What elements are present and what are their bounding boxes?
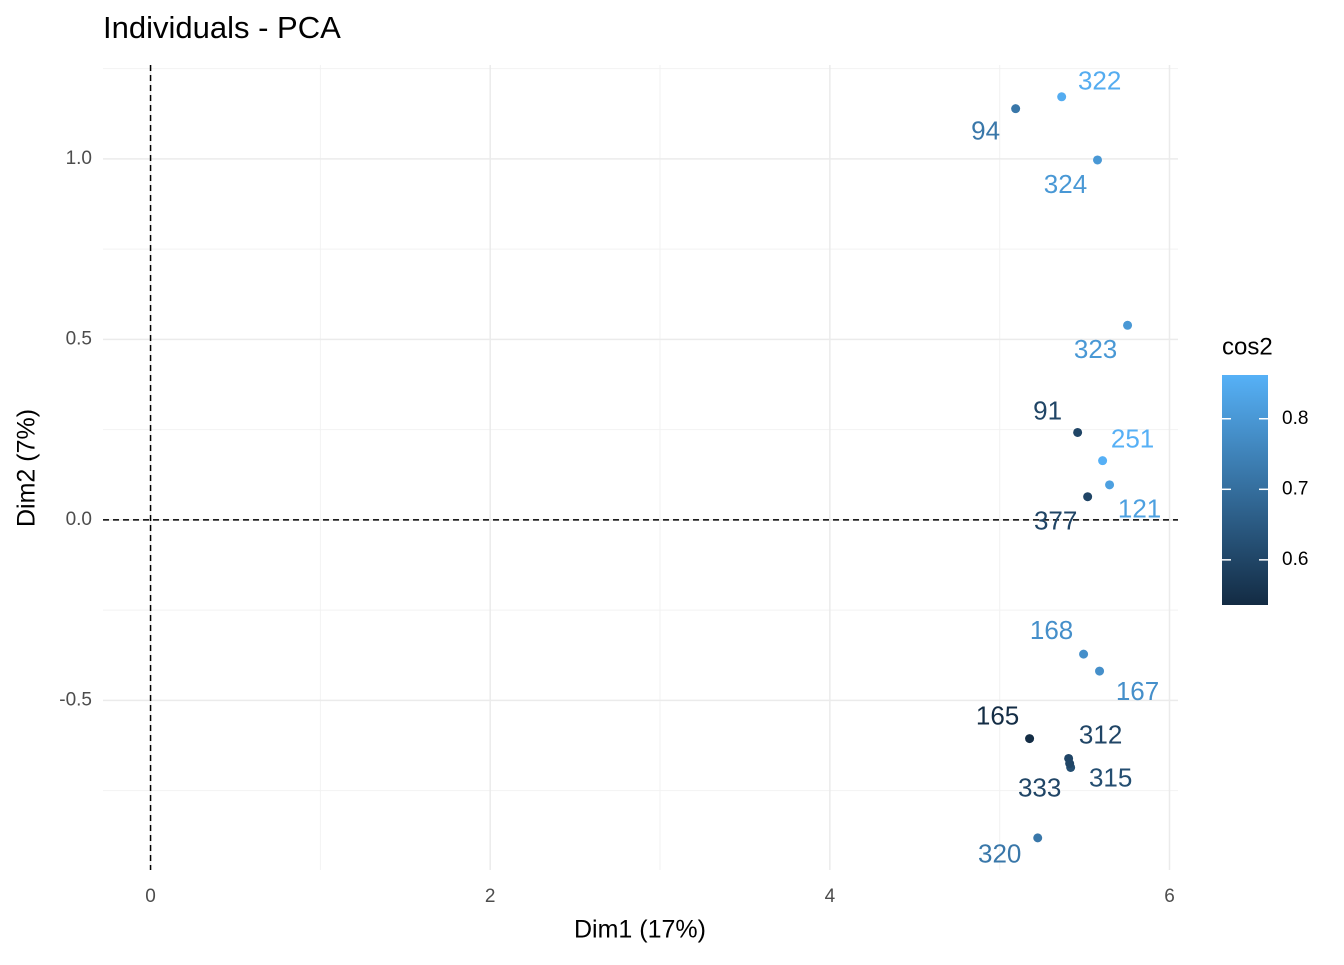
y-tick-label: 0.0	[66, 509, 92, 530]
point-label: 251	[1111, 424, 1154, 454]
legend-tick-label: 0.7	[1282, 478, 1308, 499]
point	[1095, 666, 1105, 676]
y-tick-label: 1.0	[66, 148, 92, 169]
y-axis-title: Dim2 (7%)	[13, 409, 41, 527]
point-label: 333	[1018, 772, 1061, 802]
chart-title: Individuals - PCA	[103, 10, 341, 45]
point	[1065, 759, 1075, 769]
point	[1123, 320, 1133, 330]
y-tick-label: -0.5	[59, 689, 92, 710]
point	[1057, 92, 1067, 102]
point	[1098, 456, 1108, 466]
x-tick-label: 6	[1164, 886, 1175, 907]
point-label: 324	[1044, 169, 1087, 199]
point-label: 167	[1116, 676, 1159, 706]
x-tick-label: 0	[145, 886, 156, 907]
point-label: 315	[1089, 762, 1132, 792]
point-label: 322	[1078, 66, 1121, 96]
y-tick-label: 0.5	[66, 328, 92, 349]
point-label: 323	[1074, 334, 1117, 364]
point	[1105, 480, 1115, 490]
point	[1079, 649, 1089, 659]
point-label: 121	[1118, 494, 1161, 524]
point-label: 94	[971, 116, 1000, 146]
point	[1083, 492, 1093, 502]
point	[1025, 734, 1035, 744]
point	[1011, 104, 1021, 114]
legend-title: cos2	[1222, 333, 1273, 360]
point	[1093, 155, 1103, 165]
point-label: 165	[976, 700, 1019, 730]
legend-tick-label: 0.6	[1282, 549, 1308, 570]
point	[1033, 833, 1043, 843]
x-axis-title: Dim1 (17%)	[574, 916, 706, 944]
point-label: 168	[1030, 615, 1073, 645]
point-label: 320	[978, 839, 1021, 869]
point-label: 91	[1033, 395, 1062, 425]
legend-tick-label: 0.8	[1282, 408, 1308, 429]
x-tick-label: 4	[825, 886, 836, 907]
point-label: 312	[1079, 719, 1122, 749]
point-label: 377	[1034, 506, 1077, 536]
point	[1073, 427, 1083, 437]
x-tick-label: 2	[485, 886, 496, 907]
